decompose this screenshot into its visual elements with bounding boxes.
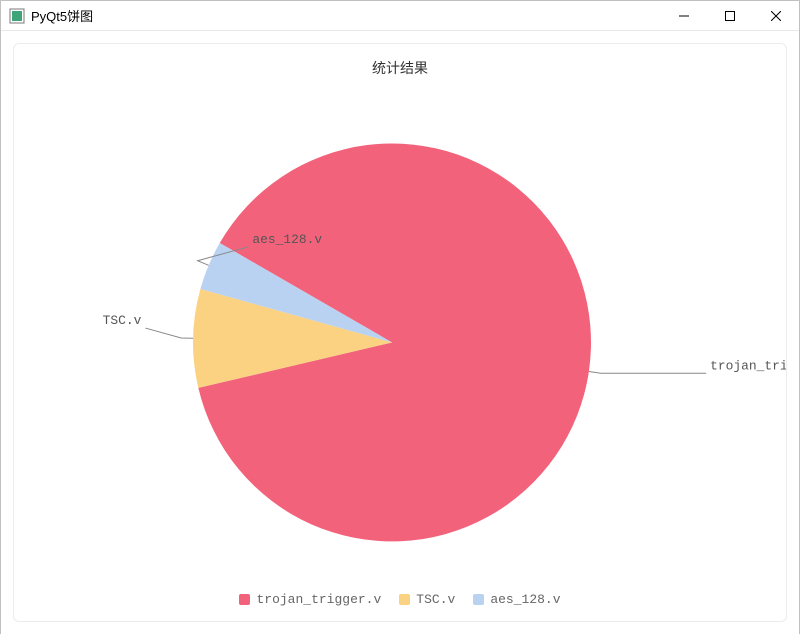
maximize-button[interactable] [707,1,753,31]
minimize-button[interactable] [661,1,707,31]
slice-label: TSC.v [103,313,142,328]
legend-swatch [399,594,410,605]
window-title: PyQt5饼图 [31,6,93,25]
slice-label: trojan_trigger.v [710,358,786,373]
legend-item[interactable]: aes_128.v [473,592,560,607]
slice-leader-line [145,328,193,338]
legend-item[interactable]: trojan_trigger.v [239,592,381,607]
legend-label: TSC.v [416,592,455,607]
legend-item[interactable]: TSC.v [399,592,455,607]
app-window: PyQt5饼图 统计结果 trojan_trigger.v TSC.v aes_12… [0,0,800,634]
client-area: 统计结果 trojan_trigger.v TSC.v aes_128.v troj… [1,31,799,634]
legend-label: aes_128.v [490,592,560,607]
legend-label: trojan_trigger.v [256,592,381,607]
chart-title: 统计结果 [14,58,786,78]
close-button[interactable] [753,1,799,31]
titlebar: PyQt5饼图 [1,1,799,31]
pie-chart: trojan_trigger.v TSC.v aes_128.v [14,44,786,621]
slice-leader-line [589,372,706,374]
legend-swatch [473,594,484,605]
chart-card: 统计结果 trojan_trigger.v TSC.v aes_128.v troj… [13,43,787,622]
chart-legend: trojan_trigger.v TSC.v aes_128.v [14,592,786,607]
legend-swatch [239,594,250,605]
slice-label: aes_128.v [252,232,322,247]
app-icon [9,8,25,24]
